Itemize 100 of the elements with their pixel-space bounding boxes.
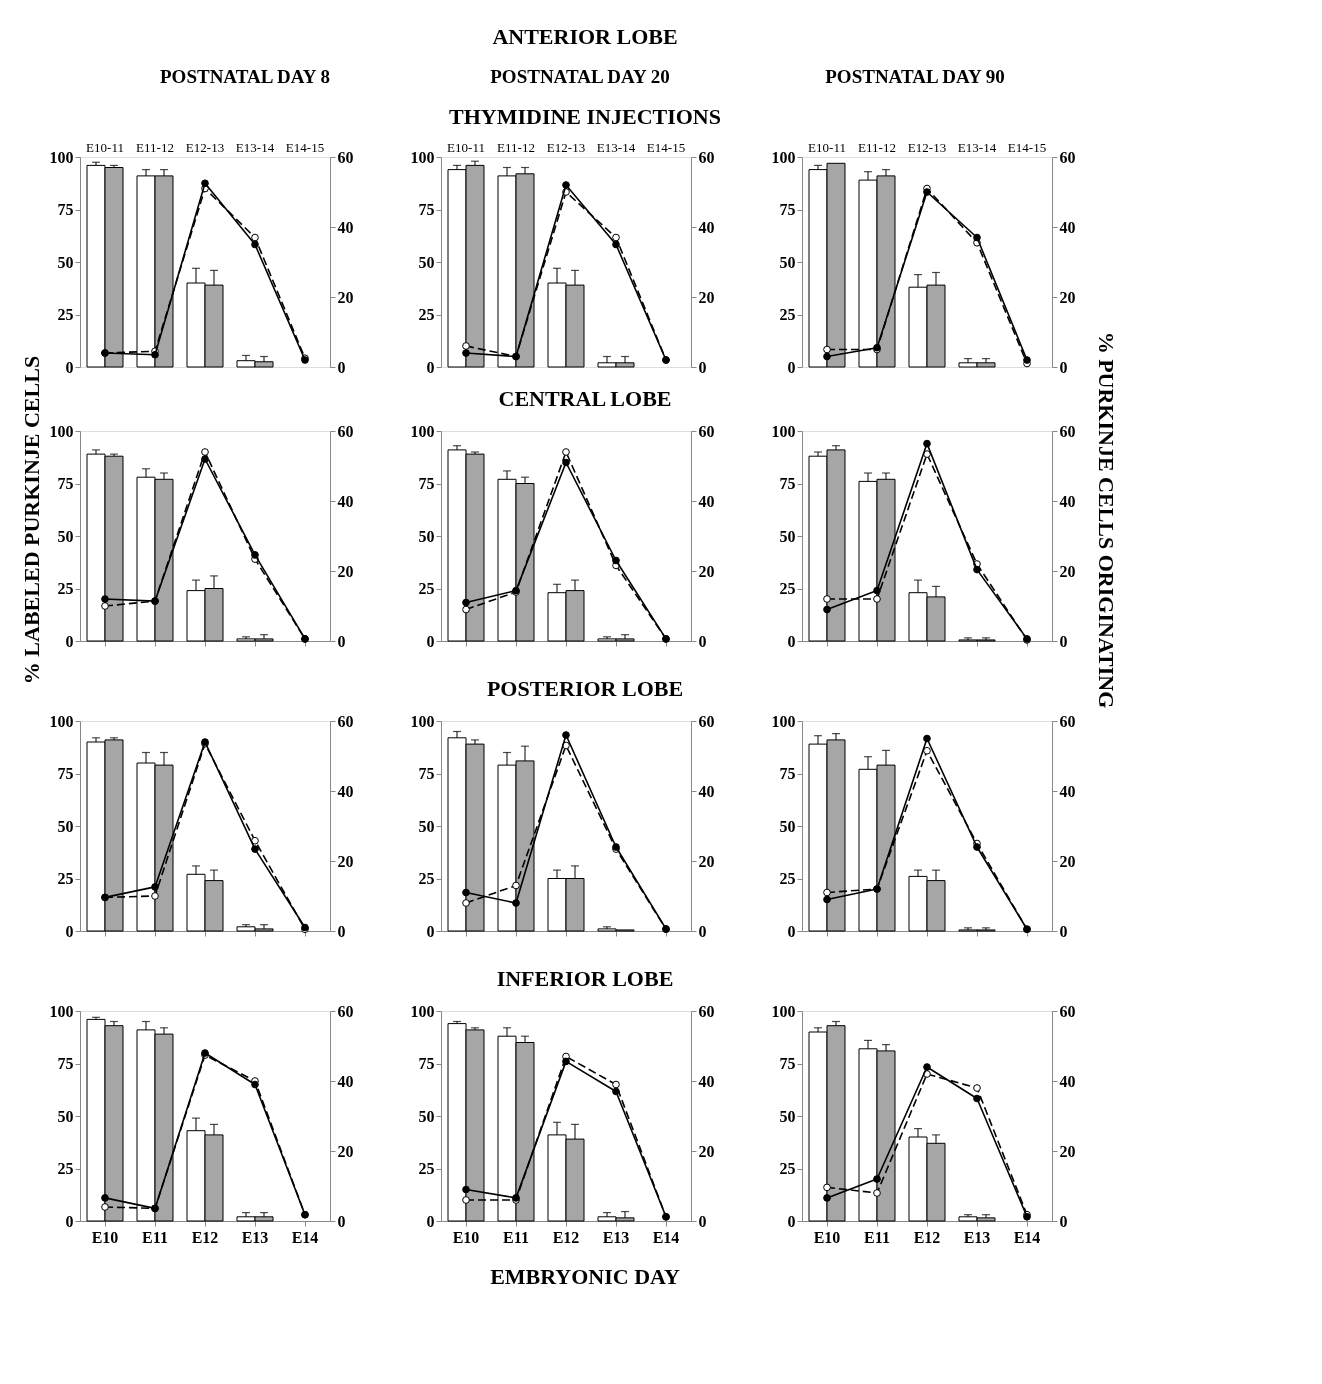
y2-tick-label: 60 xyxy=(1059,1002,1076,1020)
text: INFERIOR LOBE xyxy=(496,966,674,991)
y2-tick-label: 20 xyxy=(337,288,354,306)
y2-tick-label: 40 xyxy=(698,782,715,800)
y-tick-label: 75 xyxy=(57,1055,74,1072)
x-tick-label: E11 xyxy=(142,1228,168,1246)
y-tick-label: 0 xyxy=(426,632,435,650)
text: POSTERIOR LOBE xyxy=(486,676,684,701)
y-tick-label: 25 xyxy=(418,870,435,887)
y-tick-label: 0 xyxy=(787,358,796,376)
text: % PURKINJE CELLS ORIGINATING xyxy=(1094,331,1119,709)
y2-tick-label: 40 xyxy=(337,492,354,510)
y2-tick-label: 20 xyxy=(1059,288,1076,306)
y-tick-label: 0 xyxy=(426,358,435,376)
y-tick-label: 75 xyxy=(57,201,74,218)
y-tick-label: 0 xyxy=(65,632,74,650)
y-tick-label: 0 xyxy=(787,922,796,940)
y2-tick-label: 20 xyxy=(698,562,715,580)
y2-tick-label: 60 xyxy=(1059,148,1076,166)
y2-tick-label: 20 xyxy=(1059,1142,1076,1160)
y2-tick-label: 0 xyxy=(337,1212,346,1230)
y2-tick-label: 0 xyxy=(1059,632,1068,650)
y2-tick-label: 60 xyxy=(337,148,354,166)
y2-tick-label: 20 xyxy=(698,1142,715,1160)
y2-tick-label: 40 xyxy=(698,492,715,510)
y-tick-label: 25 xyxy=(57,1160,74,1177)
text: THYMIDINE INJECTIONS xyxy=(449,104,721,129)
x-tick-label: E10-11 xyxy=(447,139,485,155)
text: POSTNATAL DAY 8 xyxy=(160,66,330,87)
y-tick-label: 25 xyxy=(779,870,796,887)
y2-tick-label: 40 xyxy=(1059,1072,1076,1090)
x-tick-label: E10-11 xyxy=(86,139,124,155)
x-tick-label: E13 xyxy=(602,1228,630,1246)
x-tick-label: E13-14 xyxy=(957,139,997,155)
y2-tick-label: 0 xyxy=(1059,922,1068,940)
x-tick-label: E11 xyxy=(503,1228,529,1246)
y-tick-label: 100 xyxy=(49,422,74,440)
y-tick-label: 100 xyxy=(410,712,435,730)
x-tick-label: E12-13 xyxy=(546,139,586,155)
y2-tick-label: 60 xyxy=(1059,712,1076,730)
y2-tick-label: 0 xyxy=(337,358,346,376)
y2-tick-label: 60 xyxy=(698,148,715,166)
text: CENTRAL LOBE xyxy=(498,386,672,411)
y-tick-label: 50 xyxy=(418,817,435,835)
y-tick-label: 0 xyxy=(426,1212,435,1230)
y-tick-label: 100 xyxy=(771,422,796,440)
y2-tick-label: 0 xyxy=(337,922,346,940)
x-tick-label: E10-11 xyxy=(808,139,846,155)
y-tick-label: 100 xyxy=(410,422,435,440)
y2-tick-label: 40 xyxy=(337,218,354,236)
x-tick-label: E14-15 xyxy=(1007,139,1047,155)
y2-tick-label: 60 xyxy=(337,712,354,730)
y-tick-label: 50 xyxy=(418,527,435,545)
y2-tick-label: 40 xyxy=(1059,218,1076,236)
y-tick-label: 25 xyxy=(779,1160,796,1177)
y-tick-label: 75 xyxy=(779,1055,796,1072)
y-tick-label: 25 xyxy=(57,580,74,597)
x-tick-label: E14-15 xyxy=(285,139,325,155)
x-tick-label: E10 xyxy=(813,1228,841,1246)
y2-tick-label: 20 xyxy=(698,852,715,870)
y-tick-label: 100 xyxy=(771,712,796,730)
y2-tick-label: 60 xyxy=(1059,422,1076,440)
y2-tick-label: 0 xyxy=(698,922,707,940)
y2-tick-label: 60 xyxy=(337,1002,354,1020)
y-tick-label: 50 xyxy=(779,527,796,545)
y2-tick-label: 40 xyxy=(1059,782,1076,800)
y-tick-label: 100 xyxy=(49,1002,74,1020)
y-tick-label: 25 xyxy=(418,580,435,597)
x-tick-label: E14 xyxy=(291,1228,319,1246)
x-tick-label: E11 xyxy=(864,1228,890,1246)
y2-tick-label: 40 xyxy=(1059,492,1076,510)
x-tick-label: E12 xyxy=(913,1228,941,1246)
text: POSTNATAL DAY 20 xyxy=(490,66,670,87)
text: POSTNATAL DAY 90 xyxy=(825,66,1005,87)
x-tick-label: E12-13 xyxy=(907,139,947,155)
y2-tick-label: 40 xyxy=(698,1072,715,1090)
y-tick-label: 50 xyxy=(57,1107,74,1125)
y-tick-label: 75 xyxy=(418,475,435,492)
y-tick-label: 25 xyxy=(779,580,796,597)
y-tick-label: 75 xyxy=(779,201,796,218)
y-tick-label: 100 xyxy=(410,1002,435,1020)
y2-tick-label: 0 xyxy=(698,632,707,650)
y-tick-label: 75 xyxy=(57,475,74,492)
y2-tick-label: 20 xyxy=(337,1142,354,1160)
y-tick-label: 0 xyxy=(787,1212,796,1230)
text: ANTERIOR LOBE xyxy=(492,24,678,49)
y-tick-label: 0 xyxy=(65,1212,74,1230)
x-tick-label: E13-14 xyxy=(235,139,275,155)
y2-tick-label: 0 xyxy=(698,1212,707,1230)
y2-tick-label: 0 xyxy=(1059,1212,1068,1230)
y2-tick-label: 0 xyxy=(1059,358,1068,376)
x-tick-label: E14 xyxy=(1013,1228,1041,1246)
y2-tick-label: 40 xyxy=(698,218,715,236)
y2-tick-label: 20 xyxy=(1059,562,1076,580)
y2-tick-label: 0 xyxy=(698,358,707,376)
x-tick-label: E13 xyxy=(963,1228,991,1246)
x-tick-label: E12 xyxy=(552,1228,580,1246)
x-tick-label: E12-13 xyxy=(185,139,225,155)
y-tick-label: 100 xyxy=(410,148,435,166)
y-tick-label: 75 xyxy=(418,765,435,782)
